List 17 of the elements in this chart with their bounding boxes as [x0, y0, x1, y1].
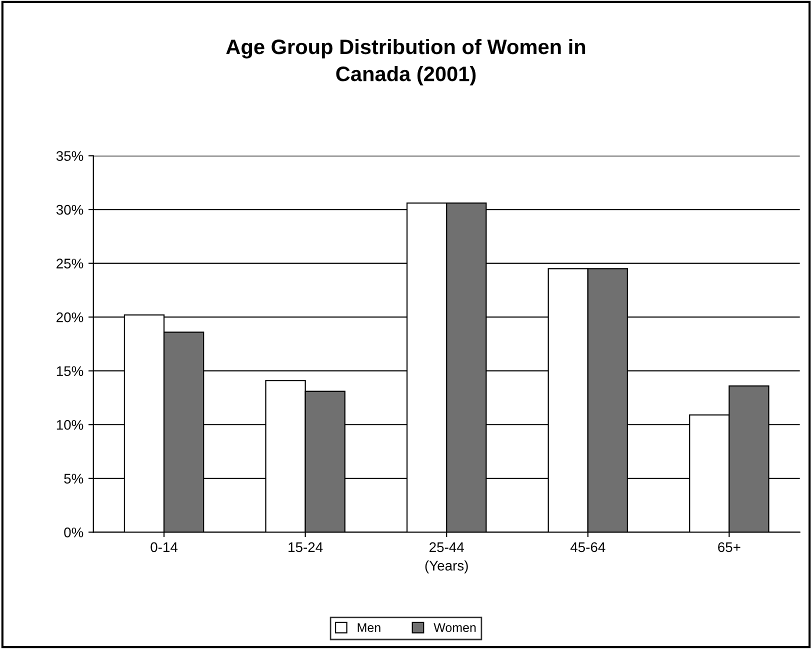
- y-tick-label: 30%: [56, 204, 84, 215]
- chart-title: Age Group Distribution of Women in Canada (2001): [226, 38, 586, 86]
- y-tick-label: 20%: [56, 312, 84, 322]
- y-tick-label: 5%: [64, 474, 84, 484]
- y-tick-label: 35%: [56, 151, 84, 161]
- y-tick-label: 10%: [56, 420, 84, 430]
- legend-label: Women: [434, 623, 476, 632]
- x-tick-label: 45-64: [570, 542, 606, 552]
- x-tick-label: 65+: [718, 542, 740, 552]
- y-tick-label: 15%: [56, 366, 84, 376]
- legend-label: Men: [358, 623, 380, 632]
- x-tick-label: 15-24: [288, 542, 323, 552]
- x-axis-title: (Years): [425, 560, 468, 574]
- y-tick-label: 0%: [64, 528, 84, 538]
- y-tick-label: 25%: [56, 258, 84, 268]
- x-tick-label: 0-14: [150, 542, 178, 552]
- x-tick-label: 25-44: [430, 542, 464, 552]
